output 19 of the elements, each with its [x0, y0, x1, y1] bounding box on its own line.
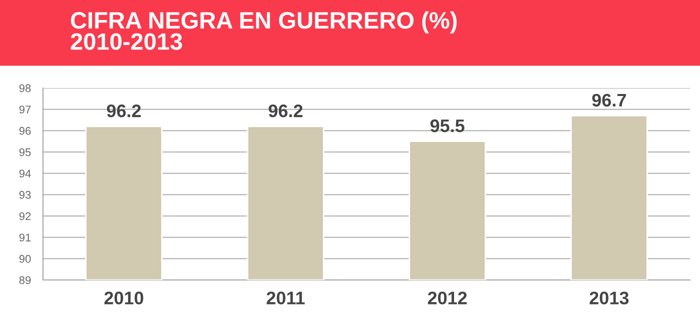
- y-tick-label: 91: [19, 234, 31, 242]
- x-tick-label: 2011: [266, 292, 305, 304]
- data-label: 96.2: [268, 104, 302, 118]
- y-tick-label: 97: [19, 106, 31, 114]
- y-tick-label: 95: [19, 148, 31, 156]
- data-label: 96.7: [592, 94, 626, 107]
- y-tick-label: 89: [19, 276, 31, 284]
- y-tick-label: 90: [19, 254, 31, 263]
- x-tick-label: 2010: [104, 292, 144, 304]
- y-tick-label: 96: [19, 126, 31, 135]
- data-label: 95.5: [430, 119, 464, 132]
- x-tick-label: 2013: [590, 292, 629, 304]
- y-tick-label: 93: [19, 190, 31, 199]
- y-tick-label: 98: [19, 84, 31, 92]
- x-tick-label: 2012: [428, 292, 467, 304]
- chart-title: CIFRA NEGRA EN GUERRERO (%) 2010-2013: [70, 11, 457, 50]
- y-tick-label: 94: [19, 170, 31, 178]
- y-tick-label: 92: [19, 212, 31, 220]
- data-label: 96.2: [106, 104, 141, 118]
